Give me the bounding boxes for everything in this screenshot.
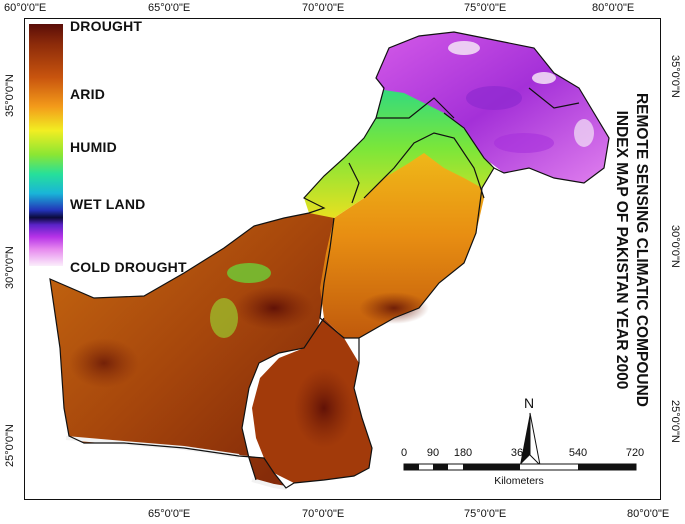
scale-label: 90 [427,447,439,459]
scale-label: 540 [569,447,587,459]
top-tick-label: 65°0'0"E [148,2,190,14]
top-tick-label: 60°0'0"E [4,2,46,14]
bottom-tick-label: 75°0'0"E [464,508,506,520]
scale-bar-graphic [403,463,637,471]
bottom-tick-label: 70°0'0"E [302,508,344,520]
right-tick-label: 30°0'0"N [669,225,681,268]
legend-label-arid: ARID [70,86,105,102]
title-line-1: REMOTE SENSING CLIMATIC COMPOUND [631,40,651,460]
top-tick-label: 80°0'0"E [592,2,634,14]
legend-label-drought: DROUGHT [70,18,142,34]
legend-label-wet-land: WET LAND [70,196,145,212]
left-tick-label: 35°0'0"N [4,74,16,117]
left-tick-label: 30°0'0"N [4,246,16,289]
title-line-2: INDEX MAP OF PAKISTAN YEAR 2000 [611,40,631,460]
scale-label: 0 [401,447,407,459]
scale-label: 720 [626,447,644,459]
scale-label: 360 [511,447,529,459]
bottom-tick-label: 80°0'0"E [627,508,669,520]
scale-unit-label: Kilometers [403,475,635,487]
right-tick-label: 35°0'0"N [669,55,681,98]
legend-label-cold-drought: COLD DROUGHT [70,259,187,275]
bottom-tick-label: 65°0'0"E [148,508,190,520]
legend-color-bar [29,24,63,266]
top-tick-label: 75°0'0"E [464,2,506,14]
map-title: REMOTE SENSING CLIMATIC COMPOUND INDEX M… [603,40,663,460]
top-tick-label: 70°0'0"E [302,2,344,14]
right-tick-label: 25°0'0"N [669,400,681,443]
scale-label: 180 [454,447,472,459]
north-label: N [524,395,534,411]
legend-label-humid: HUMID [70,139,117,155]
north-arrow-icon [516,411,544,469]
left-tick-label: 25°0'0"N [4,424,16,467]
